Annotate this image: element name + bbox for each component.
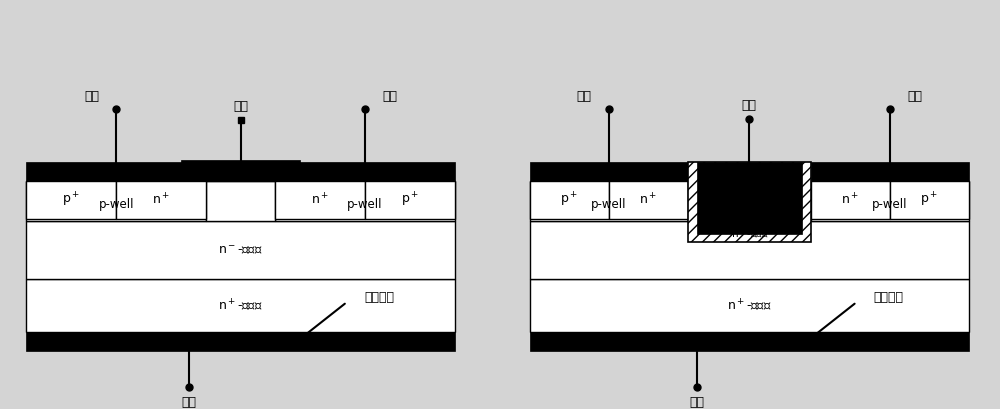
Text: p-well: p-well	[99, 198, 134, 211]
Text: 漏极: 漏极	[182, 396, 197, 409]
Text: p-well: p-well	[872, 198, 907, 211]
Text: 源极: 源极	[84, 90, 99, 103]
Text: 欧姆接触: 欧姆接触	[364, 291, 394, 304]
Text: n$^+$: n$^+$	[311, 193, 329, 208]
Text: p$^+$: p$^+$	[920, 191, 938, 209]
Text: 栅极: 栅极	[742, 99, 757, 112]
Text: p$^+$: p$^+$	[62, 191, 80, 209]
Bar	[530, 332, 969, 351]
Bar	[697, 162, 802, 234]
Bar	[206, 181, 275, 221]
Bar	[26, 181, 206, 221]
Bar	[275, 181, 455, 221]
Bar	[530, 221, 969, 279]
Bar	[530, 181, 609, 219]
Bar	[116, 181, 206, 219]
Bar	[811, 162, 969, 181]
Bar	[811, 181, 890, 219]
Bar	[26, 162, 206, 181]
Text: n$^+$: n$^+$	[152, 193, 170, 208]
Bar	[26, 279, 455, 332]
Bar	[26, 221, 455, 279]
Bar	[609, 181, 688, 219]
Text: 漏极: 漏极	[689, 396, 704, 409]
Text: p-well: p-well	[347, 198, 383, 211]
Bar	[26, 181, 116, 219]
Text: 欧姆接触: 欧姆接触	[874, 291, 904, 304]
Text: n$^+$-衬底层: n$^+$-衬底层	[218, 297, 263, 313]
Text: n$^+$: n$^+$	[841, 193, 859, 208]
Text: p$^+$: p$^+$	[401, 191, 419, 209]
Text: 源极: 源极	[383, 90, 398, 103]
Text: 源极: 源极	[576, 90, 591, 103]
Bar	[530, 162, 688, 181]
Text: n$^-$-漂移区: n$^-$-漂移区	[731, 229, 768, 240]
Text: n$^-$-漂移区: n$^-$-漂移区	[218, 244, 263, 256]
Bar	[530, 181, 688, 221]
Bar	[811, 181, 969, 221]
Bar	[890, 181, 969, 219]
Text: p$^+$: p$^+$	[560, 191, 578, 209]
Bar	[275, 162, 455, 181]
Text: n$^+$-衬底层: n$^+$-衬底层	[727, 297, 772, 313]
Text: 栅极: 栅极	[233, 99, 248, 112]
Text: p-well: p-well	[591, 198, 627, 211]
Bar	[530, 279, 969, 332]
Text: n$^+$: n$^+$	[639, 193, 657, 208]
Bar	[275, 181, 365, 219]
Bar	[688, 162, 811, 243]
Bar	[181, 160, 300, 181]
Bar	[365, 181, 455, 219]
Text: 源极: 源极	[907, 90, 922, 103]
Bar	[26, 332, 455, 351]
